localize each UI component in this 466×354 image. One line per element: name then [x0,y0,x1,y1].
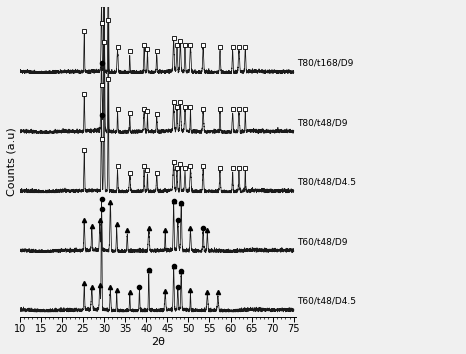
Text: T80/t168/D9: T80/t168/D9 [297,59,354,68]
X-axis label: 2θ: 2θ [151,337,165,347]
Text: T80/t48/D9: T80/t48/D9 [297,118,348,127]
Text: T60/t48/D9: T60/t48/D9 [297,238,348,246]
Y-axis label: Counts (a.u): Counts (a.u) [7,127,17,196]
Text: T80/t48/D4.5: T80/t48/D4.5 [297,178,356,187]
Text: T60/t48/D4.5: T60/t48/D4.5 [297,297,356,306]
